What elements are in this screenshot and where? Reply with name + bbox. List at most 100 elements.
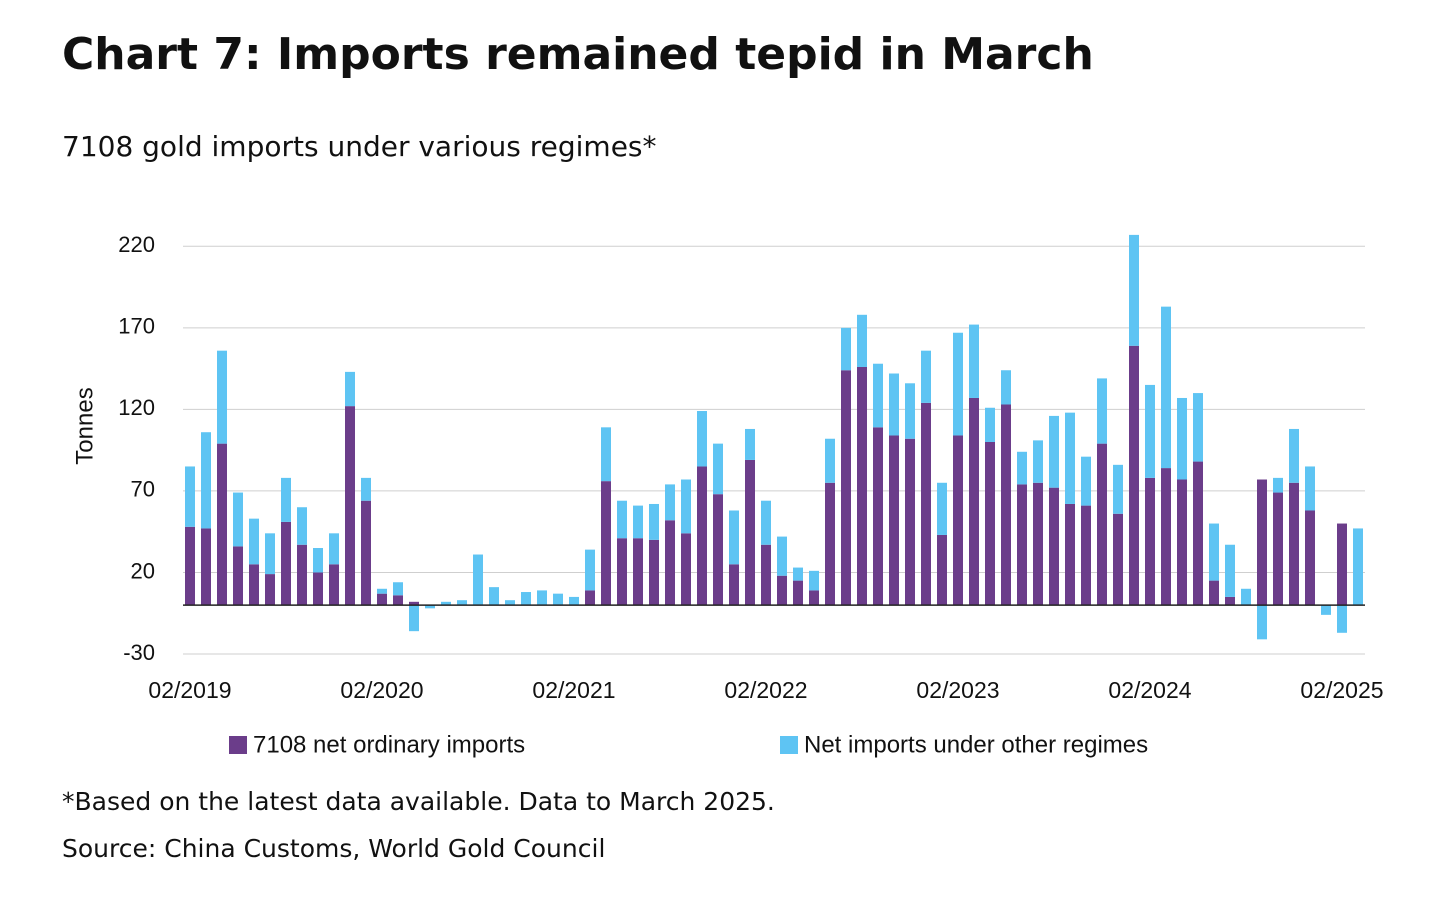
- bar-segment: [1177, 479, 1187, 606]
- y-tick-label: 220: [118, 232, 155, 257]
- bar-segment: [393, 582, 403, 596]
- bar-segment: [697, 466, 707, 606]
- y-tick-label: 170: [118, 314, 155, 339]
- bar-segment: [1145, 384, 1155, 478]
- y-tick-label: 120: [118, 395, 155, 420]
- bar-segment: [265, 533, 275, 575]
- bar-segment: [345, 406, 355, 606]
- bar-segment: [601, 427, 611, 482]
- bar-segment: [1273, 477, 1283, 493]
- x-tick-label: 02/2021: [532, 677, 615, 703]
- bar-segment: [1033, 482, 1043, 606]
- bar-segment: [505, 600, 515, 606]
- bar-segment: [201, 528, 211, 606]
- bar-segment: [1321, 605, 1331, 615]
- bar-segment: [185, 526, 195, 606]
- bar-segment: [1129, 345, 1139, 606]
- bar-segment: [857, 366, 867, 606]
- bar-segment: [553, 593, 563, 606]
- bar-segment: [1193, 393, 1203, 462]
- bar-segment: [633, 505, 643, 539]
- bar-segment: [1257, 605, 1267, 640]
- bar-segment: [185, 466, 195, 527]
- bar-segment: [969, 397, 979, 606]
- bar-segment: [729, 510, 739, 565]
- x-tick-label: 02/2023: [916, 677, 999, 703]
- bar-segment: [873, 363, 883, 428]
- bar-segment: [297, 544, 307, 606]
- bar-segment: [777, 575, 787, 606]
- y-tick-label: -30: [123, 640, 155, 665]
- bar-segment: [601, 481, 611, 606]
- bar-segment: [297, 507, 307, 545]
- bar-segment: [441, 601, 451, 606]
- bar-segment: [1225, 596, 1235, 606]
- y-tick-label: 20: [131, 558, 155, 583]
- bar-segment: [233, 492, 243, 547]
- bar-segment: [809, 590, 819, 606]
- bar-segment: [281, 521, 291, 606]
- bar-segment: [1017, 451, 1027, 485]
- legend-swatch: [780, 736, 798, 754]
- chart-subtitle: 7108 gold imports under various regimes*: [62, 130, 657, 163]
- bar-segment: [313, 548, 323, 573]
- bar-segment: [1209, 580, 1219, 606]
- bar-segment: [857, 314, 867, 367]
- bar-segment: [921, 350, 931, 403]
- source-note: Source: China Customs, World Gold Counci…: [62, 834, 605, 863]
- bar-segment: [985, 442, 995, 606]
- bar-segment: [1065, 412, 1075, 504]
- bar-segment: [713, 443, 723, 495]
- bar-segment: [329, 564, 339, 606]
- bar-segment: [201, 432, 211, 529]
- bar-segment: [1145, 477, 1155, 606]
- bar-segment: [1081, 456, 1091, 506]
- bar-segment: [1177, 397, 1187, 480]
- y-axis-label: Tonnes: [71, 387, 98, 464]
- bar-segment: [921, 402, 931, 606]
- legend-label: Net imports under other regimes: [804, 731, 1148, 758]
- x-tick-label: 02/2025: [1300, 677, 1383, 703]
- bar-segment: [361, 500, 371, 606]
- bar-segment: [617, 500, 627, 539]
- bar-segment: [681, 479, 691, 534]
- bar-segment: [569, 596, 579, 606]
- bar-segment: [585, 549, 595, 591]
- bar-segment: [889, 373, 899, 436]
- bar-segment: [281, 477, 291, 522]
- bar-segment: [649, 539, 659, 606]
- bar-segment: [377, 593, 387, 606]
- bar-segment: [425, 605, 435, 609]
- bar-segment: [457, 600, 467, 606]
- bar-segment: [793, 567, 803, 581]
- bar-segment: [537, 590, 547, 606]
- bar-segment: [1049, 415, 1059, 488]
- bar-segment: [361, 477, 371, 501]
- bar-segment: [1289, 428, 1299, 483]
- bar-segment: [825, 438, 835, 483]
- bar-segment: [985, 407, 995, 442]
- bar-segment: [313, 572, 323, 606]
- bar-segment: [889, 435, 899, 606]
- bar-segment: [1241, 588, 1251, 606]
- bar-segment: [1001, 370, 1011, 405]
- bar-segment: [665, 484, 675, 521]
- bar-segment: [1273, 492, 1283, 606]
- bar-segment: [1337, 523, 1347, 606]
- bar-segment: [521, 592, 531, 606]
- bar-segment: [1081, 505, 1091, 606]
- chart-title: Chart 7: Imports remained tepid in March: [62, 29, 1094, 80]
- bar-segment: [633, 538, 643, 606]
- bar-segment: [1049, 487, 1059, 606]
- legend-swatch: [229, 736, 247, 754]
- bar-segment: [1225, 544, 1235, 597]
- x-tick-label: 02/2022: [724, 677, 807, 703]
- bar-segment: [585, 590, 595, 606]
- bar-segment: [217, 443, 227, 606]
- bar-segment: [969, 324, 979, 398]
- y-tick-label: 70: [131, 477, 155, 502]
- bar-segment: [1097, 378, 1107, 444]
- bar-segment: [1097, 443, 1107, 606]
- bar-segment: [873, 427, 883, 606]
- bar-segment: [825, 482, 835, 606]
